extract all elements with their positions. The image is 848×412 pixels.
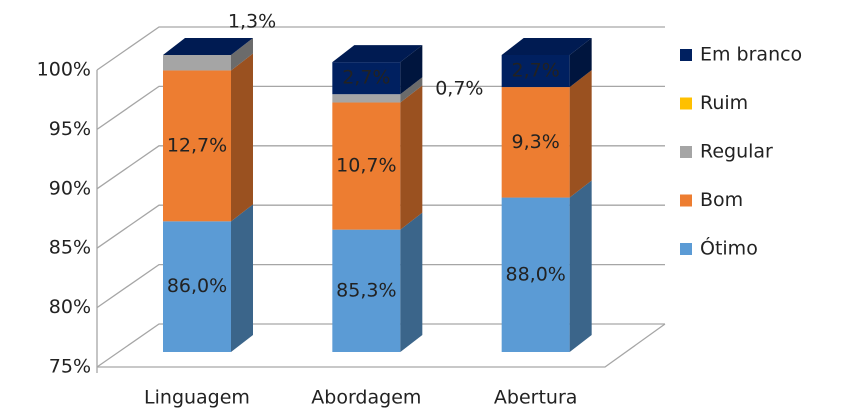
value-label: 1,3% [228,11,276,33]
value-label: 86,0% [167,275,227,297]
bar-front [501,197,570,352]
value-label: 88,0% [505,263,565,285]
bar-front [163,70,231,222]
grid-line [96,145,665,190]
y-tick-label: 80% [49,296,91,318]
value-label: 9,3% [512,131,560,153]
bar-side [569,38,592,88]
floor-edge [97,323,666,368]
legend-label: Regular [700,141,773,163]
bar-side [400,85,423,230]
legend-label: Ótimo [700,236,758,260]
legend-swatch [680,97,692,110]
grid-line [96,204,665,249]
y-tick-label: 85% [49,237,91,259]
y-tick-label: 100% [37,59,91,81]
value-label: 12,7% [167,134,227,156]
bar-front [501,87,570,198]
x-tick-label: Linguagem [144,387,250,409]
bar-front [332,229,401,352]
bar-side [569,70,592,198]
legend-swatch [680,49,692,61]
bar-front [332,62,401,95]
bar-front [332,94,401,103]
bar-side [231,38,253,71]
bar-top [163,38,253,55]
value-label: 85,3% [336,279,396,301]
x-tick-label: Abertura [494,387,578,409]
bar-side [400,212,423,352]
bar-side [231,53,253,222]
legend-swatch [680,243,692,255]
bar-side [400,45,423,95]
x-tick-label: Abordagem [311,387,421,409]
y-tick-label: 75% [49,356,91,378]
legend-swatch [680,146,692,158]
grid-line [96,26,665,71]
y-tick-label: 90% [49,177,91,199]
legend-swatch [680,194,692,207]
bar-front [163,221,231,352]
bar-front [163,55,231,71]
grid-line [96,323,665,368]
legend-label: Ruim [700,92,748,114]
bar-side [569,180,592,352]
grid-line [96,263,665,309]
value-label: 2,7% [512,60,560,82]
legend-label: Bom [700,189,743,211]
value-label: 10,7% [336,155,396,177]
legend-label: Em branco [700,44,802,66]
grid-line [96,85,665,130]
bar-top [501,38,592,55]
bar-front [501,55,570,88]
bar-front [332,102,401,230]
value-label: 2,7% [342,67,390,89]
value-label: 0,7% [435,78,483,100]
y-tick-label: 95% [49,118,91,140]
bar-side [400,77,423,103]
bar-top [332,45,423,63]
bar-side [231,204,253,352]
